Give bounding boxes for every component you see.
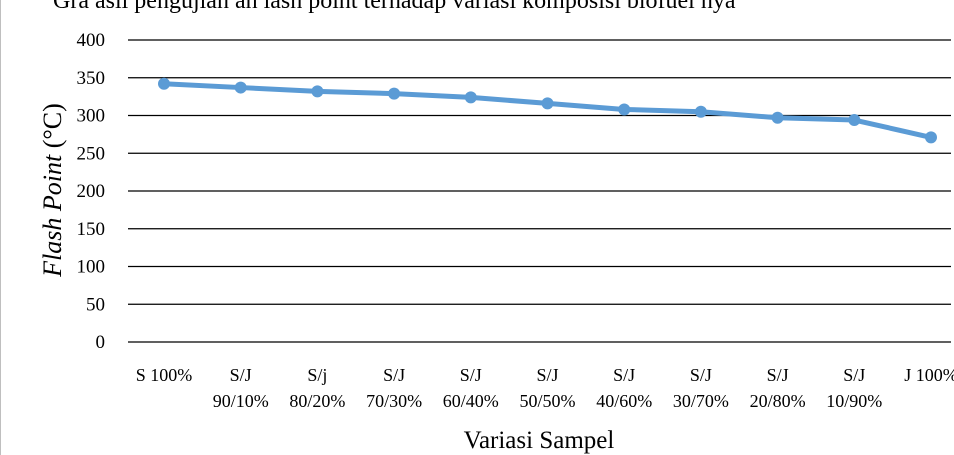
- y-tick-label: 300: [77, 106, 106, 127]
- series-line: [161, 81, 934, 140]
- y-tick-label: 50: [86, 294, 105, 315]
- x-tick-label: S/J 20/80%: [750, 365, 806, 411]
- x-tick-label: S/J 70/30%: [366, 365, 422, 411]
- y-tick-label: 150: [77, 219, 106, 240]
- data-point: [618, 103, 631, 116]
- data-point: [925, 131, 937, 144]
- y-axis-ticks: 0 50 100 150 200 250 300 350 400: [77, 30, 106, 353]
- x-tick-label: J 100%: [904, 365, 954, 385]
- data-point: [311, 85, 324, 98]
- data-point: [694, 105, 707, 118]
- y-axis-label: Flash Point (°C): [38, 103, 67, 278]
- data-point: [158, 77, 170, 90]
- x-tick-label: S 100%: [136, 365, 193, 385]
- series-layer: [158, 77, 937, 144]
- chart-caption-partial: Gra asil pengujian an lash point terhada…: [53, 0, 736, 14]
- x-tick-label: S/j 80/20%: [289, 365, 345, 411]
- x-tick-label: S/J 60/40%: [443, 365, 499, 411]
- x-axis-label: Variasi Sampel: [464, 427, 615, 454]
- x-tick-label: S/J 90/10%: [213, 365, 269, 411]
- data-point: [541, 97, 554, 110]
- data-point: [234, 81, 247, 94]
- x-tick-label: S/J 40/60%: [596, 365, 652, 411]
- x-tick-label: S/J 30/70%: [673, 365, 729, 411]
- data-point: [771, 111, 784, 124]
- y-tick-label: 350: [77, 68, 106, 89]
- y-tick-label: 400: [77, 30, 106, 51]
- x-axis-ticks: S 100% S/J 90/10% S/j 80/20% S/J 70/30% S/J 60/4…: [136, 365, 954, 411]
- y-tick-label: 0: [96, 332, 106, 353]
- y-tick-label: 200: [77, 181, 106, 202]
- data-point: [848, 114, 861, 127]
- gridlines: [128, 39, 951, 343]
- x-tick-label: S/J 10/90%: [826, 365, 882, 411]
- data-point: [388, 87, 401, 100]
- y-tick-label: 100: [77, 257, 106, 278]
- data-point: [464, 91, 477, 104]
- x-tick-label: S/J 50/50%: [520, 365, 576, 411]
- y-tick-label: 250: [77, 143, 106, 164]
